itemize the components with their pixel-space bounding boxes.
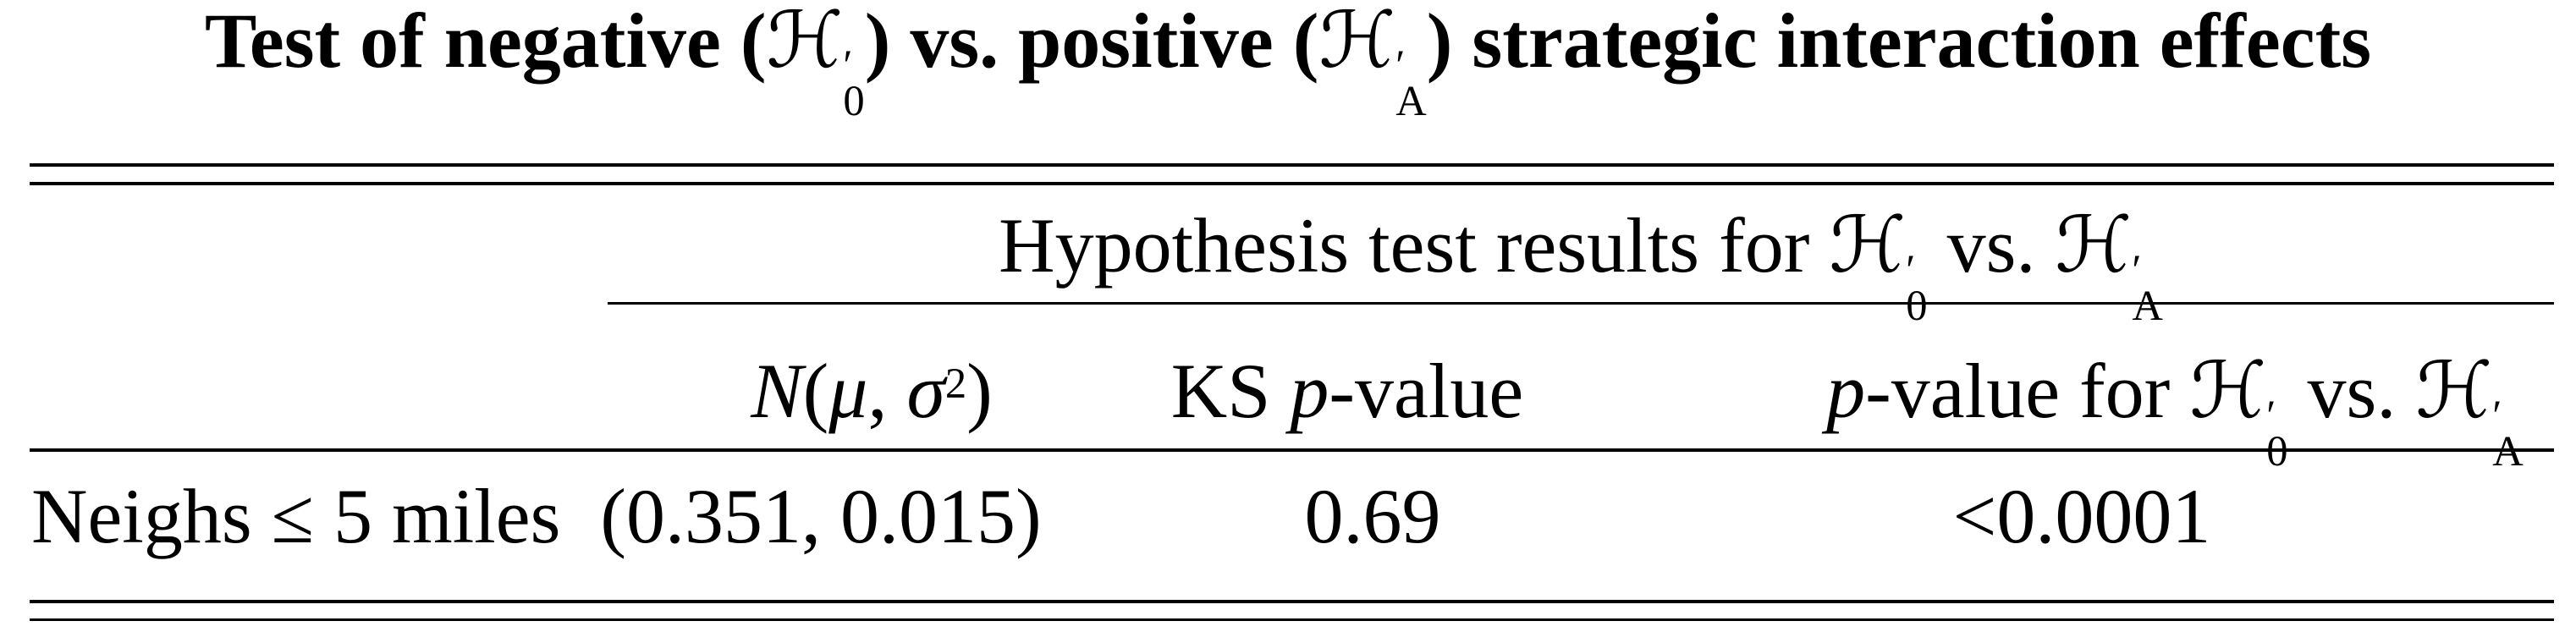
prime-mark: ′ (843, 41, 853, 90)
prime-mark: ′ (2132, 246, 2142, 294)
column-header-normal-distribution: N(μ, σ2) (618, 352, 1126, 430)
subscript-a: A (2132, 281, 2163, 329)
top-rule-outer (30, 163, 2554, 167)
bottom-rule-inner (30, 618, 2554, 621)
group-header-underline (608, 302, 2554, 305)
hypothesis-alt-symbol: ℋ ′ A (2415, 345, 2523, 473)
ks-text: KS (1170, 348, 1271, 434)
value-suffix: -value (1329, 348, 1524, 434)
cell-hypothesis-pvalue: <0.0001 (1952, 473, 2211, 559)
p-letter: p (1826, 348, 1866, 434)
prime-subscript-stack: ′ A (2132, 246, 2163, 329)
script-h-glyph: ℋ (1829, 200, 1907, 290)
hypothesis-null-symbol: ℋ′0 (1829, 200, 1927, 327)
vs-text: vs. (1946, 202, 2036, 289)
hypothesis-alt-symbol: ℋ ′ A (2055, 200, 2162, 327)
close-paren: ) (966, 348, 993, 434)
prime-subscript-stack: ′ A (1395, 41, 1427, 124)
hypothesis-null-symbol: ℋ′0 (2189, 345, 2287, 473)
table-title: Test of negative (ℋ ′ 0) vs. positive (ℋ ′ A… (0, 0, 2576, 123)
open-paren: ( (802, 348, 829, 434)
title-text-3: ) strategic interaction effects (1426, 0, 2372, 84)
calligraphic-n: N (751, 348, 803, 434)
header-rule (30, 448, 2554, 452)
mu-symbol: μ (828, 348, 868, 434)
cell-ks-pvalue: 0.69 (1304, 473, 1441, 559)
script-h-glyph: ℋ (2055, 200, 2133, 290)
sigma-symbol: σ (906, 348, 945, 434)
column-header-ks-pvalue: KS p-value (1093, 352, 1601, 430)
subscript-zero: 0 (843, 76, 865, 124)
value-for-text: -value for (1865, 348, 2171, 434)
subscript-a: A (1395, 76, 1427, 124)
subscript-zero: 0 (1906, 281, 1928, 329)
prime-subscript-stack: ′0 (2266, 392, 2287, 473)
title-text-2: ) vs. positive ( (864, 0, 1319, 84)
p-letter: p (1290, 348, 1329, 434)
bottom-rule-outer (30, 600, 2554, 603)
prime-mark: ′ (2492, 392, 2502, 440)
squared-exponent: 2 (944, 360, 967, 408)
top-rule-inner (30, 182, 2554, 185)
prime-mark: ′ (1906, 246, 1916, 294)
script-h-glyph: ℋ (1318, 0, 1396, 85)
prime-subscript-stack: ′ A (2492, 392, 2524, 473)
prime-subscript-stack: ′0 (843, 41, 865, 124)
hypothesis-null-symbol: ℋ′0 (766, 0, 864, 123)
hypothesis-alt-symbol: ℋ ′ A (1318, 0, 1426, 123)
row-label: Neighs ≤ 5 miles (31, 473, 561, 559)
script-h-glyph: ℋ (2415, 345, 2493, 436)
cell-normal-params: (0.351, 0.015) (600, 473, 1042, 559)
prime-subscript-stack: ′0 (1906, 246, 1928, 329)
prime-mark: ′ (1395, 41, 1406, 90)
prime-mark: ′ (2266, 392, 2276, 440)
group-header-text: Hypothesis test results for (999, 202, 1810, 289)
title-text-1: Test of negative ( (204, 0, 767, 84)
script-h-glyph: ℋ (766, 0, 844, 85)
comma: , (867, 348, 888, 434)
vs-text: vs. (2307, 348, 2397, 434)
group-header: Hypothesis test results for ℋ ′ 0 vs. ℋ ′ A (608, 206, 2554, 327)
script-h-glyph: ℋ (2189, 345, 2267, 436)
